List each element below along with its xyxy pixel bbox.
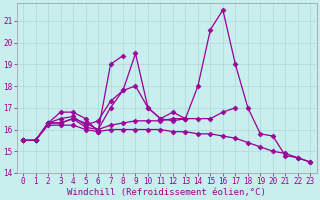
X-axis label: Windchill (Refroidissement éolien,°C): Windchill (Refroidissement éolien,°C) xyxy=(67,188,266,197)
